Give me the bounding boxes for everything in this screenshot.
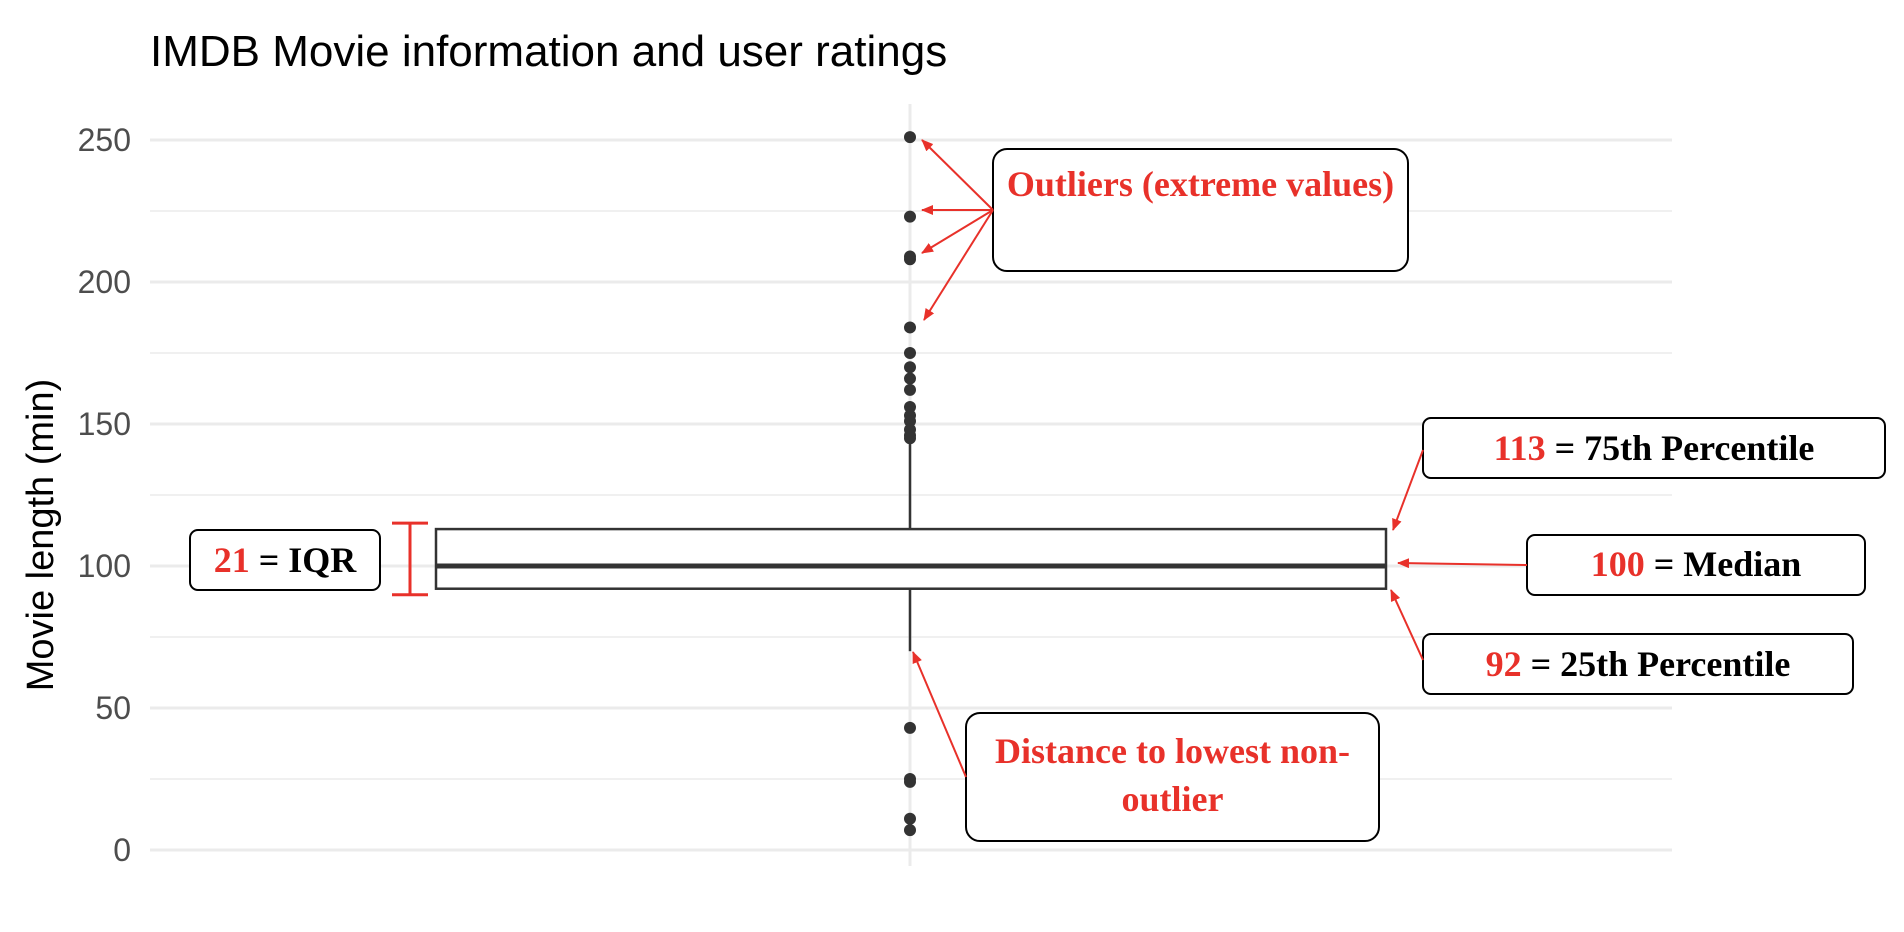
lowest-annotation: Distance to lowest non-outlier	[912, 651, 1380, 842]
lowest-callout-text: Distance to lowest non-outlier	[995, 731, 1350, 819]
y-tick-label: 200	[78, 264, 131, 300]
q1-callout-text: 92 = 25th Percentile	[1486, 644, 1791, 684]
outlier-point	[904, 400, 916, 413]
outlier-point	[904, 253, 916, 266]
median-label: = Median	[1645, 544, 1802, 584]
y-tick-label: 0	[113, 832, 131, 868]
y-tick-label: 100	[78, 548, 131, 584]
outlier-point	[904, 321, 916, 334]
chart-title: IMDB Movie information and user ratings	[150, 27, 947, 76]
iqr-value: 21	[214, 540, 250, 580]
outlier-point	[904, 347, 916, 359]
iqr-bracket	[392, 521, 428, 597]
y-tick-label: 150	[78, 406, 131, 442]
lowest-arrow	[912, 651, 967, 778]
iqr-box	[434, 527, 1388, 590]
outlier-point	[904, 432, 916, 445]
median-arrow	[1397, 558, 1528, 569]
outlier-point	[904, 824, 916, 837]
q1-arrow	[1390, 589, 1424, 661]
q3-annotation: 113 = 75th Percentile	[1392, 417, 1886, 531]
outliers-callout-text: Outliers (extreme values)	[1006, 164, 1395, 204]
outlier-point	[904, 721, 916, 734]
q3-value: 113	[1494, 428, 1546, 468]
q3-callout-text: 113 = 75th Percentile	[1494, 428, 1815, 468]
outlier-points	[904, 131, 916, 837]
q1-label: = 25th Percentile	[1522, 644, 1791, 684]
outlier-point	[904, 361, 916, 374]
outlier-point	[904, 415, 916, 428]
iqr-callout-box	[189, 529, 381, 591]
q1-callout-box	[1422, 633, 1854, 695]
outliers-annotation: Outliers (extreme values)	[921, 139, 1409, 321]
y-axis-ticks: 0 50 100 150 200 250	[78, 122, 131, 868]
q3-arrow	[1392, 449, 1424, 531]
outlier-arrow-3	[921, 209, 994, 254]
iqr-label: = IQR	[250, 540, 358, 580]
outlier-arrow-4	[923, 209, 994, 321]
y-tick-label: 50	[95, 690, 131, 726]
q1-value: 92	[1486, 644, 1522, 684]
outlier-point	[904, 372, 916, 385]
y-tick-label: 250	[78, 122, 131, 158]
y-axis-label: Movie length (min)	[20, 379, 62, 692]
box-plot	[434, 441, 1388, 652]
outlier-point	[904, 812, 916, 825]
iqr-callout-text: 21 = IQR	[214, 540, 358, 580]
q3-label: = 75th Percentile	[1546, 428, 1815, 468]
q3-callout-box	[1422, 417, 1886, 479]
outlier-point	[904, 210, 916, 223]
median-value: 100	[1591, 544, 1645, 584]
outlier-point	[904, 383, 916, 396]
outlier-point	[904, 775, 916, 788]
q1-annotation: 92 = 25th Percentile	[1390, 589, 1854, 695]
outlier-point	[904, 131, 916, 144]
iqr-annotation: 21 = IQR	[189, 521, 428, 597]
outlier-arrow-1	[921, 139, 994, 211]
median-annotation: 100 = Median	[1397, 534, 1866, 596]
median-callout-text: 100 = Median	[1591, 544, 1802, 584]
